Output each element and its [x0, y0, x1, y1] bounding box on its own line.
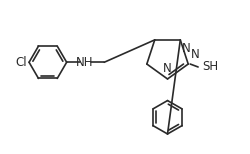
Text: N: N	[163, 62, 172, 75]
Text: N: N	[182, 42, 191, 55]
Text: SH: SH	[202, 61, 218, 73]
Text: NH: NH	[76, 56, 93, 69]
Text: N: N	[191, 48, 200, 61]
Text: Cl: Cl	[16, 56, 27, 69]
